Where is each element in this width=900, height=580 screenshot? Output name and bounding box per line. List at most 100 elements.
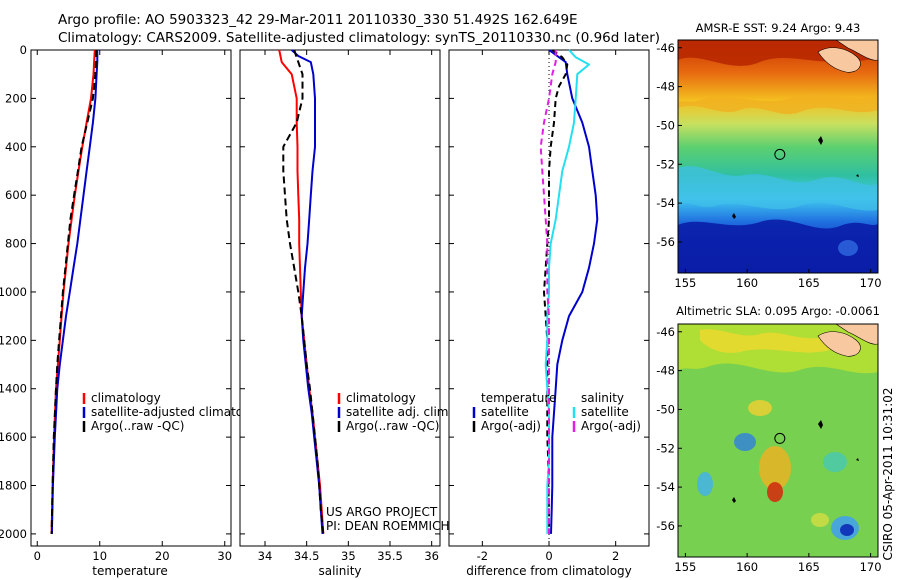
y-tick-label: 200 — [5, 91, 27, 105]
x-tick-label: 170 — [860, 560, 882, 574]
y-tick-label: 800 — [5, 237, 27, 251]
y-tick-label: 400 — [5, 140, 27, 154]
x-tick-label: 2 — [612, 549, 619, 563]
sla-blue-eddy — [734, 433, 756, 451]
legend-label-argo: Argo(..raw -QC) — [346, 419, 439, 433]
temperature-legend: climatology satellite-adjusted climatolo… — [82, 391, 269, 433]
y-tick-label: 2000 — [0, 527, 27, 541]
legend-label-temp-satellite: satellite — [481, 405, 529, 419]
sst-map-frame — [677, 39, 879, 274]
figure-title-line1: Argo profile: AO 5903323_42 29-Mar-2011 … — [58, 12, 578, 28]
y-tick-label: -46 — [656, 41, 675, 55]
series-line-temperature-1 — [50, 50, 99, 534]
legend-label-sal-argo: Argo(-adj) — [581, 419, 641, 433]
sla-map-frame — [677, 323, 879, 558]
island — [732, 497, 736, 503]
sla-red-eddy — [767, 482, 783, 502]
temperature-axes-frame — [30, 49, 232, 547]
legend-label-sal-satellite: satellite — [581, 405, 629, 419]
legend-label-satellite-adj: satellite adj. clim. — [346, 405, 452, 419]
timestamp-stamp: CSIRO 05-Apr-2011 10:31:02 — [881, 387, 895, 560]
x-tick-label: 30 — [217, 549, 232, 563]
y-tick-label: 0 — [20, 43, 27, 57]
y-tick-label: 1800 — [0, 479, 27, 493]
series-line-difference-0 — [548, 49, 599, 534]
sla-deep-blue-eddy — [840, 524, 854, 536]
project-credit: US ARGO PROJECT — [326, 505, 438, 519]
sst-cool-band — [678, 166, 878, 211]
legend-label-argo: Argo(..raw -QC) — [91, 419, 184, 433]
argo-float-marker — [774, 148, 786, 160]
y-tick-label: -52 — [656, 157, 675, 171]
x-tick-label: 35 — [341, 549, 356, 563]
salinity-axes-frame — [239, 49, 441, 547]
sla-yellow-patch — [700, 329, 830, 353]
x-tick-label: 35.5 — [377, 549, 403, 563]
y-tick-label: 1400 — [0, 382, 27, 396]
legend-label-climatology: climatology — [346, 391, 416, 405]
y-tick-label: -52 — [656, 441, 675, 455]
y-tick-label: -48 — [656, 80, 675, 94]
x-tick-label: 0 — [545, 549, 552, 563]
x-tick-label: 170 — [860, 276, 882, 290]
x-tick-label: 36 — [424, 549, 439, 563]
difference-xlabel: difference from climatology — [466, 564, 632, 578]
x-tick-label: 0 — [34, 549, 41, 563]
legend-title-temperature: temperature — [481, 391, 556, 405]
x-tick-label: 160 — [736, 560, 758, 574]
island — [818, 136, 823, 145]
sst-map-title: AMSR-E SST: 9.24 Argo: 9.43 — [696, 21, 861, 35]
sla-yellow-eddy — [811, 513, 829, 527]
series-line-difference-1 — [543, 49, 569, 534]
sst-eddy — [838, 240, 858, 256]
sla-cyan-eddy — [823, 452, 847, 472]
legend-title-salinity: salinity — [581, 391, 624, 405]
sla-yellow-eddy — [748, 400, 772, 416]
x-tick-label: 20 — [155, 549, 170, 563]
figure-title-line2: Climatology: CARS2009. Satellite-adjuste… — [58, 30, 660, 46]
y-tick-label: -48 — [656, 364, 675, 378]
salinity-xlabel: salinity — [318, 564, 361, 578]
island — [856, 458, 859, 461]
sla-blue-eddy — [697, 472, 713, 496]
x-tick-label: 165 — [798, 560, 820, 574]
y-tick-label: -56 — [656, 235, 675, 249]
series-line-temperature-2 — [50, 50, 97, 534]
x-tick-label: 34.5 — [294, 549, 320, 563]
legend-label-satellite-adjusted: satellite-adjusted climatology — [91, 405, 269, 419]
y-tick-label: 1000 — [0, 285, 27, 299]
y-tick-label: 1200 — [0, 333, 27, 347]
island — [856, 174, 859, 177]
x-tick-label: 34 — [258, 549, 273, 563]
island — [732, 213, 736, 219]
series-line-salinity-2 — [282, 49, 325, 535]
x-tick-label: 155 — [674, 276, 696, 290]
temperature-panel: 0 10 20 30 0 200 400 600 800 1000 1200 1400 1600 1800… — [0, 43, 269, 578]
y-tick-label: -50 — [656, 118, 675, 132]
series-line-difference-3 — [539, 50, 557, 534]
salinity-legend: climatology satellite adj. clim. Argo(..… — [337, 391, 452, 433]
salinity-panel: 34 34.5 35 35.5 36 salinity climatology sate… — [239, 49, 452, 578]
legend-label-temp-argo: Argo(-adj) — [481, 419, 541, 433]
legend-label-climatology: climatology — [91, 391, 161, 405]
x-tick-label: 160 — [736, 276, 758, 290]
y-tick-label: -46 — [656, 325, 675, 339]
series-line-difference-2 — [544, 49, 590, 534]
y-tick-label: 600 — [5, 188, 27, 202]
argo-float-marker — [774, 432, 786, 444]
sst-map-panel: AMSR-E SST: 9.24 Argo: 9.43 155 160 165 170… — [656, 21, 881, 290]
difference-panel: -2 0 2 difference from climatology tempera… — [448, 49, 650, 578]
sst-front-band — [678, 94, 878, 115]
x-tick-label: 10 — [92, 549, 107, 563]
difference-legend: temperature satellite Argo(-adj) salinit… — [472, 391, 641, 433]
sst-field — [678, 40, 878, 273]
x-tick-label: 165 — [798, 276, 820, 290]
y-tick-label: -50 — [656, 402, 675, 416]
sla-map-title: Altimetric SLA: 0.095 Argo: -0.0061 — [676, 304, 880, 318]
island — [818, 420, 823, 429]
x-tick-label: -2 — [477, 549, 488, 563]
sla-field — [678, 324, 878, 557]
x-tick-label: 155 — [674, 560, 696, 574]
sst-cold-band — [678, 219, 878, 273]
